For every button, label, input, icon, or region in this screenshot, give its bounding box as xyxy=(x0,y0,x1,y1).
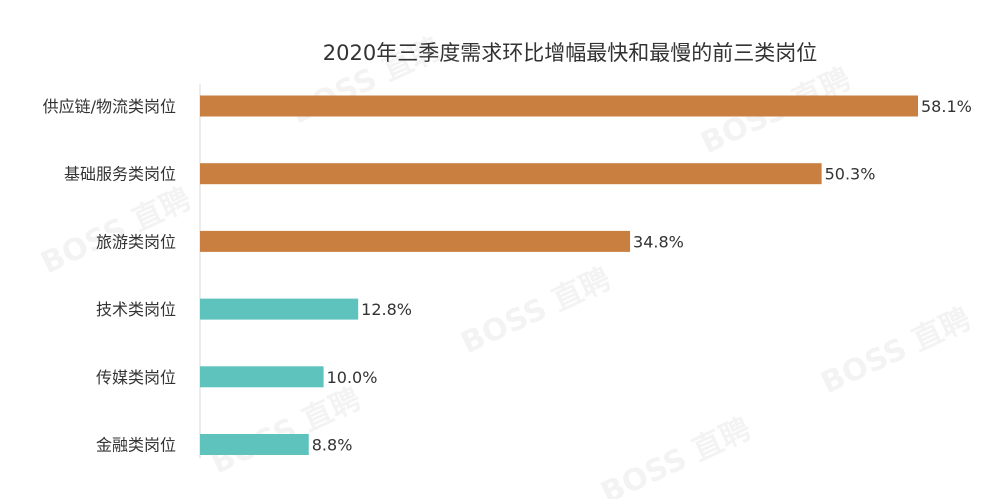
bar xyxy=(200,95,918,117)
bars xyxy=(200,95,918,455)
category-label: 金融类岗位 xyxy=(96,436,176,455)
watermark: BOSS 直聘 xyxy=(596,412,756,499)
bar xyxy=(200,298,359,320)
value-label: 8.8% xyxy=(312,436,353,455)
bar xyxy=(200,163,822,185)
bar xyxy=(200,230,631,252)
watermark: BOSS 直聘 xyxy=(816,302,976,402)
bar xyxy=(200,434,309,455)
category-label: 技术类岗位 xyxy=(96,300,176,319)
watermark: BOSS 直聘 xyxy=(456,262,616,362)
category-label: 旅游类岗位 xyxy=(96,232,176,251)
category-label: 传媒类岗位 xyxy=(96,368,176,387)
category-label: 基础服务类岗位 xyxy=(64,165,176,184)
category-label: 供应链/物流类岗位 xyxy=(43,97,176,116)
value-labels: 58.1% 50.3% 34.8% 12.8% 10.0% 8.8% xyxy=(312,97,972,455)
watermark: BOSS 直聘 xyxy=(206,382,366,482)
chart-title: 2020年三季度需求环比增幅最快和最慢的前三类岗位 xyxy=(323,41,817,65)
value-label: 10.0% xyxy=(327,368,378,387)
bar xyxy=(200,366,324,388)
value-label: 50.3% xyxy=(825,165,876,184)
value-label: 12.8% xyxy=(361,300,412,319)
value-label: 58.1% xyxy=(921,97,972,116)
watermark: BOSS 直聘 xyxy=(36,182,196,282)
value-label: 34.8% xyxy=(633,232,684,251)
